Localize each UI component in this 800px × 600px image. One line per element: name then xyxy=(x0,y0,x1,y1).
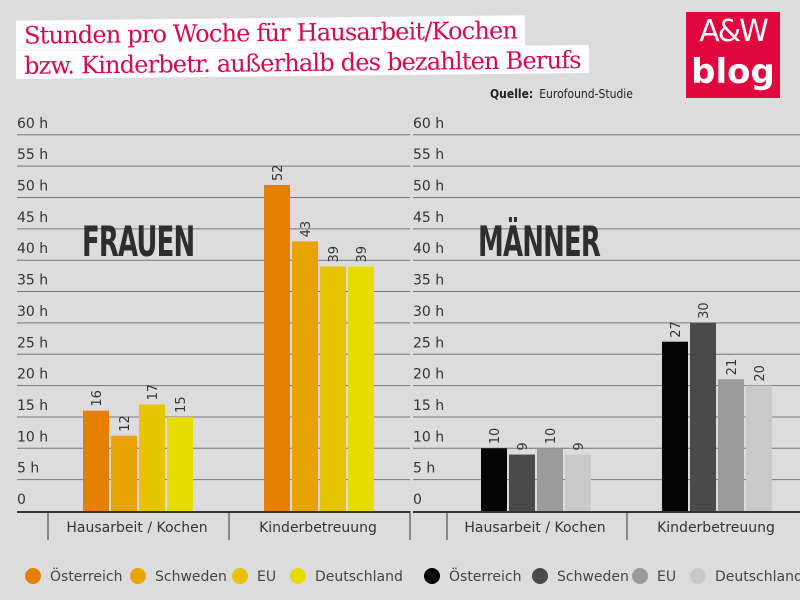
x-category-label: Hausarbeit / Kochen xyxy=(66,520,207,536)
data-label: 17 xyxy=(146,384,161,401)
y-tick-label: 30 h xyxy=(17,304,48,320)
y-tick-label: 15 h xyxy=(17,398,48,414)
data-label: 9 xyxy=(572,442,587,450)
legend-marker xyxy=(130,568,146,584)
y-tick-label: 5 h xyxy=(413,461,435,477)
y-tick-label: 50 h xyxy=(413,179,444,195)
data-label: 9 xyxy=(516,442,531,450)
y-tick-label: 40 h xyxy=(17,241,48,257)
legend-marker xyxy=(424,568,440,584)
logo-top: A&W xyxy=(699,14,769,49)
bar-Schweden-Hausarbeit / Kochen xyxy=(509,454,535,511)
y-tick-label: 10 h xyxy=(413,429,444,445)
y-tick-label: 10 h xyxy=(17,429,48,445)
bar-Deutschland-Hausarbeit / Kochen xyxy=(565,454,591,511)
bar-Schweden-Hausarbeit / Kochen xyxy=(111,435,137,511)
legend-marker xyxy=(25,568,41,584)
y-tick-label: 35 h xyxy=(17,273,48,289)
data-label: 10 xyxy=(488,428,503,445)
y-tick-label: 25 h xyxy=(17,335,48,351)
source-value: Eurofound-Studie xyxy=(539,87,633,101)
bar-EU-Kinderbetreuung xyxy=(320,266,346,511)
y-tick-label: 0 xyxy=(413,492,422,508)
source-label: Quelle: xyxy=(490,87,534,101)
legend-marker xyxy=(532,568,548,584)
y-tick-label: 25 h xyxy=(413,335,444,351)
bar-Österreich-Kinderbetreuung xyxy=(662,341,688,511)
bar-Schweden-Kinderbetreuung xyxy=(292,241,318,511)
legend-label: Österreich xyxy=(449,567,521,585)
data-label: 10 xyxy=(544,428,559,445)
data-label: 16 xyxy=(90,390,105,407)
y-tick-label: 30 h xyxy=(413,304,444,320)
legend-label: EU xyxy=(257,569,276,585)
y-tick-label: 60 h xyxy=(413,116,444,132)
y-tick-label: 40 h xyxy=(413,241,444,257)
bar-EU-Hausarbeit / Kochen xyxy=(537,448,563,511)
x-category-label: Kinderbetreuung xyxy=(657,520,775,536)
legend-marker xyxy=(690,568,706,584)
y-tick-label: 15 h xyxy=(413,398,444,414)
legend-marker xyxy=(290,568,306,584)
data-label: 12 xyxy=(118,415,133,432)
legend-label: Deutschland xyxy=(315,569,403,585)
chart-panel-frauen: 0 5 h 10 h 15 h 20 h 25 h 30 h 35 h 40 h 45 h 50 h… xyxy=(17,116,411,585)
y-tick-label: 45 h xyxy=(17,210,48,226)
source-note: Quelle: Eurofound-Studie xyxy=(490,87,633,101)
legend-marker xyxy=(632,568,648,584)
legend-marker xyxy=(232,568,248,584)
x-category-label: Kinderbetreuung xyxy=(259,520,377,536)
data-label: 43 xyxy=(299,221,314,238)
bar-Österreich-Hausarbeit / Kochen xyxy=(83,410,109,511)
chart-panel-maenner: 0 5 h 10 h 15 h 20 h 25 h 30 h 35 h 40 h 45 h 50 h… xyxy=(413,116,800,585)
panel-title: FRAUEN xyxy=(82,219,194,267)
data-label: 27 xyxy=(669,321,684,338)
bar-EU-Kinderbetreuung xyxy=(718,379,744,511)
y-tick-label: 60 h xyxy=(17,116,48,132)
x-category-label: Hausarbeit / Kochen xyxy=(464,520,605,536)
bar-Deutschland-Kinderbetreuung xyxy=(746,385,772,511)
aw-blog-logo: A&W blog xyxy=(686,12,780,98)
data-label: 39 xyxy=(327,246,342,263)
data-label: 20 xyxy=(753,365,768,382)
data-label: 21 xyxy=(725,359,740,376)
panel-title: MÄNNER xyxy=(478,218,601,267)
y-tick-label: 55 h xyxy=(413,147,444,163)
logo-bottom: blog xyxy=(691,52,775,92)
y-tick-label: 55 h xyxy=(17,147,48,163)
data-label: 30 xyxy=(697,302,712,319)
y-tick-label: 5 h xyxy=(17,461,39,477)
y-tick-label: 50 h xyxy=(17,179,48,195)
y-tick-label: 35 h xyxy=(413,273,444,289)
bar-Deutschland-Kinderbetreuung xyxy=(348,266,374,511)
bar-Deutschland-Hausarbeit / Kochen xyxy=(167,416,193,511)
bar-EU-Hausarbeit / Kochen xyxy=(139,404,165,511)
data-label: 52 xyxy=(271,164,286,181)
legend-label: Schweden xyxy=(155,569,227,585)
y-tick-label: 20 h xyxy=(17,367,48,383)
bar-Österreich-Kinderbetreuung xyxy=(264,184,290,511)
data-label: 15 xyxy=(174,396,189,413)
y-tick-label: 20 h xyxy=(413,367,444,383)
legend-label: Österreich xyxy=(50,567,122,585)
legend-label: Deutschland xyxy=(715,569,800,585)
data-label: 39 xyxy=(355,246,370,263)
legend-label: EU xyxy=(657,569,676,585)
y-tick-label: 45 h xyxy=(413,210,444,226)
legend-label: Schweden xyxy=(557,569,629,585)
y-tick-label: 0 xyxy=(17,492,26,508)
bar-Österreich-Hausarbeit / Kochen xyxy=(481,448,507,511)
bar-Schweden-Kinderbetreuung xyxy=(690,322,716,511)
